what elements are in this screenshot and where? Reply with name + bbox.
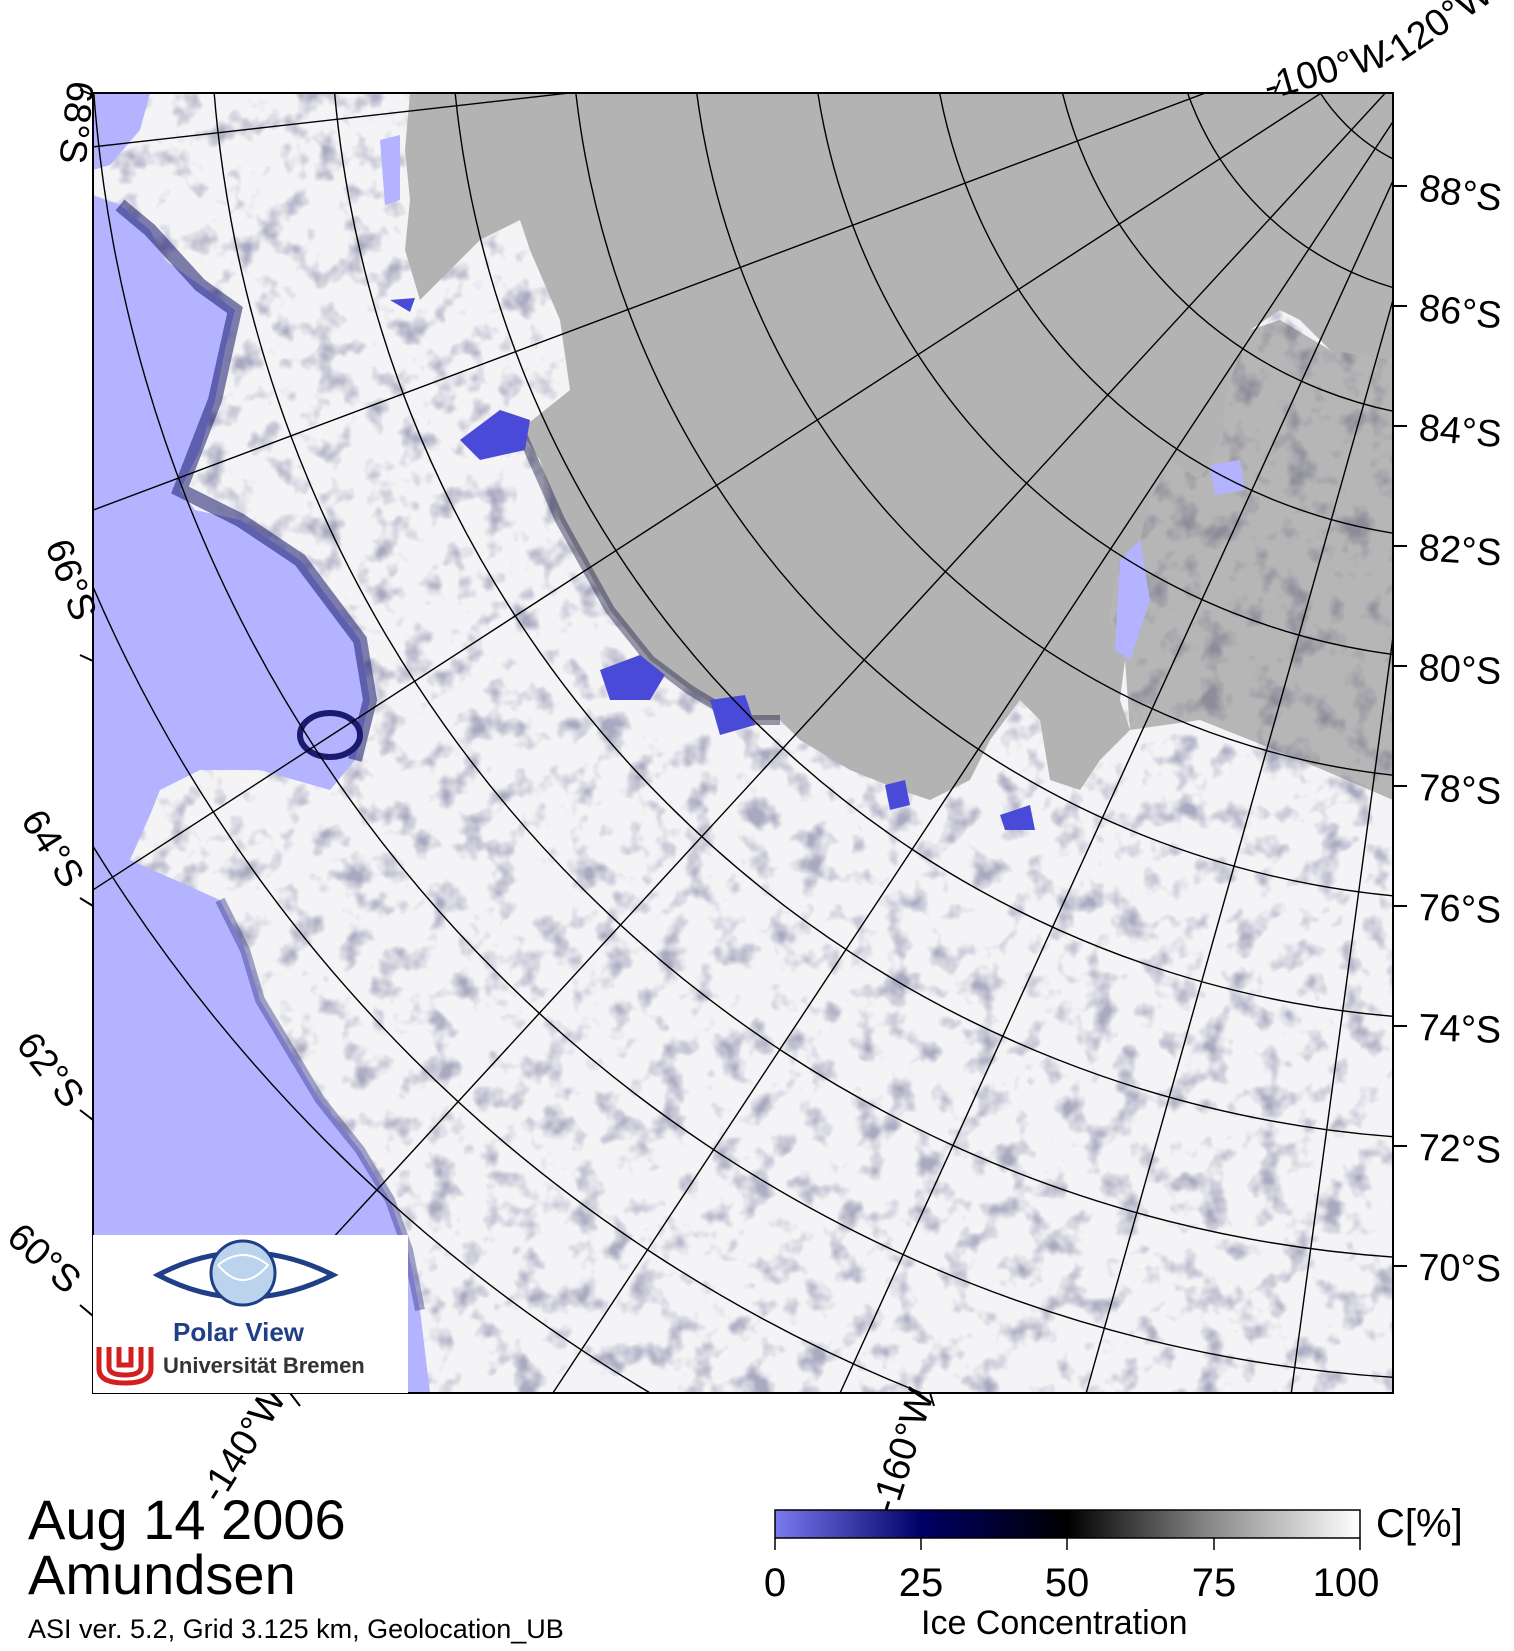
lat-labels-left: 68°S 66°S 64°S 62°S 60°S (0, 79, 104, 1302)
lat-label: 86°S (1417, 287, 1504, 337)
lat-label: 80°S (1418, 647, 1503, 693)
colorbar-tick-label: 50 (1045, 1561, 1090, 1605)
lat-label: 62°S (8, 1025, 92, 1116)
lat-label: 82°S (1417, 527, 1503, 575)
lat-label: 76°S (1418, 887, 1502, 932)
lat-label: 60°S (0, 1215, 89, 1302)
product-info: ASI ver. 5.2, Grid 3.125 km, Geolocation… (28, 1614, 564, 1644)
meridians (93, 93, 1393, 1393)
thin-ice-region (1110, 320, 1393, 800)
region-name: Amundsen (28, 1543, 296, 1606)
colorbar-tick-label: 100 (1313, 1561, 1380, 1605)
lon-label: -160°W (864, 1384, 943, 1518)
colorbar: 0 25 50 75 100 (764, 1509, 1380, 1605)
lat-labels-right: 88°S 86°S 84°S 82°S 80°S 78°S 76°S 74°S … (1417, 167, 1505, 1290)
colorbar-unit: C[%] (1376, 1502, 1463, 1546)
lat-ticks-left (79, 89, 94, 1317)
lat-label: 64°S (12, 803, 92, 895)
logo-institution: Universität Bremen (163, 1353, 365, 1378)
map-frame (92, 92, 1394, 1394)
colorbar-ticks (774, 1538, 1361, 1550)
colorbar-tick-label: 75 (1192, 1561, 1237, 1605)
polar-view-logo: Polar View Universität Bremen (93, 1235, 408, 1393)
colorbar-tick-label: 25 (899, 1561, 944, 1605)
colorbar-title: Ice Concentration (921, 1604, 1188, 1642)
lat-label: 84°S (1417, 407, 1503, 456)
lat-ticks-right (1393, 185, 1407, 1267)
lat-label: 78°S (1418, 767, 1503, 813)
lon-label: -120°W (1372, 0, 1501, 77)
lon-ticks (289, 79, 1281, 1407)
map-date: Aug 14 2006 (28, 1488, 346, 1551)
antarctic-land (405, 93, 1393, 800)
lat-label: 88°S (1417, 167, 1505, 220)
lat-label: 70°S (1418, 1247, 1502, 1290)
colorbar-gradient (774, 1509, 1361, 1539)
colorbar-tick-label: 0 (764, 1561, 786, 1605)
marginal-ice-zone (115, 199, 378, 762)
lat-label: 72°S (1418, 1127, 1502, 1172)
lat-label: 68°S (50, 79, 100, 166)
water-patches (380, 135, 1245, 830)
ub-seal-icon (96, 1347, 154, 1386)
eye-globe-icon (152, 1239, 339, 1307)
lat-label: 74°S (1418, 1007, 1502, 1052)
logo-name: Polar View (173, 1317, 305, 1347)
open-water-top (93, 93, 150, 170)
